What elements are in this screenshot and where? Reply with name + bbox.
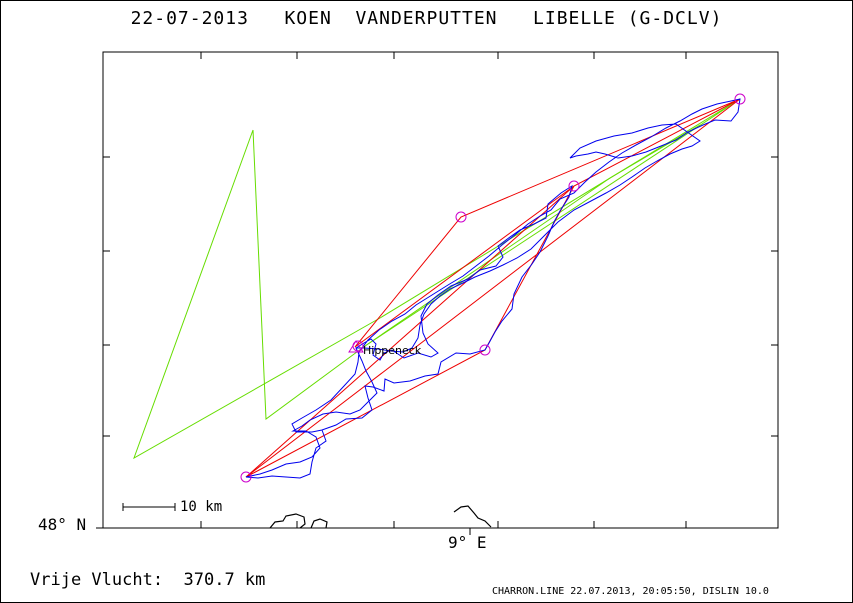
optimized-flight-path [133, 98, 741, 460]
coastline [269, 505, 492, 529]
start-triangle [348, 340, 364, 353]
scale-bar [122, 503, 176, 511]
place-label: Hippeneck [363, 344, 422, 357]
software-credit: CHARRON.LINE 22.07.2013, 20:05:50, DISLI… [492, 586, 769, 597]
turnpoint-marker [455, 211, 467, 223]
axis-ticks [96, 52, 778, 535]
plot-title: 22-07-2013 KOEN VANDERPUTTEN LIBELLE (G-… [130, 8, 723, 29]
latitude-label: 48° N [38, 515, 87, 534]
longitude-label: 9° E [448, 533, 487, 552]
turnpoint-marker [240, 471, 252, 483]
turnpoint-marker [568, 180, 580, 192]
scale-bar-label: 10 km [180, 499, 223, 515]
turnpoints [240, 93, 746, 483]
turnpoint-marker [734, 93, 746, 105]
task-outline-2 [245, 98, 741, 478]
turnpoint-marker [479, 344, 491, 356]
flight-distance: Vrije Vlucht: 370.7 km [30, 570, 266, 590]
map-box [102, 51, 779, 529]
